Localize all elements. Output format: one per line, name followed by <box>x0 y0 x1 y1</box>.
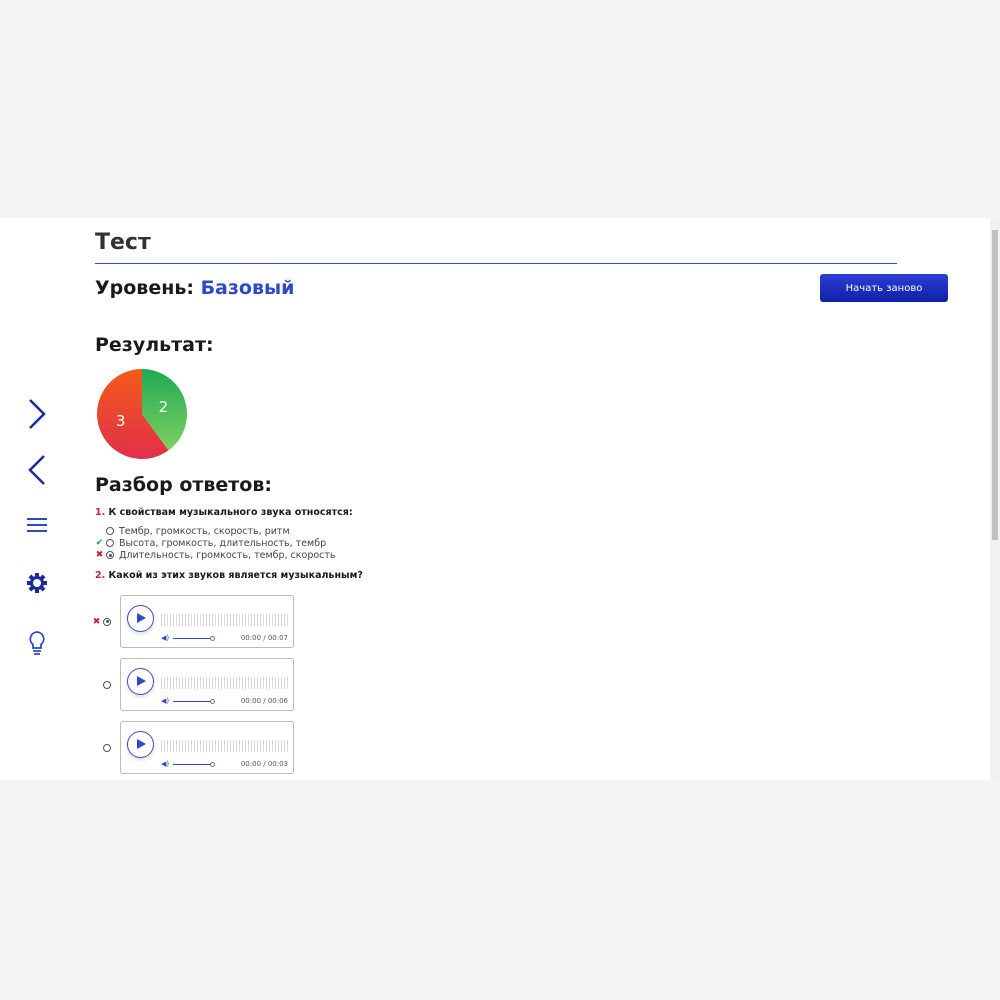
play-button[interactable] <box>127 668 154 695</box>
pie-slice <box>96 369 169 459</box>
audio-option: ◀) 00:00 / 00:06 <box>92 658 294 711</box>
audio-player: ◀) 00:00 / 00:07 <box>120 595 294 648</box>
volume-knob[interactable] <box>210 761 215 767</box>
question-number: 2. <box>95 570 106 581</box>
answer-option[interactable]: ✖ Длительность, громкость, тембр, скорост… <box>95 549 336 561</box>
cross-icon: ✖ <box>95 550 104 560</box>
time-display: 00:00 / 00:03 <box>240 760 288 768</box>
scrollbar-thumb[interactable] <box>992 230 998 540</box>
level-label-text: Уровень: <box>95 277 194 299</box>
pie-slice <box>142 369 187 451</box>
waveform[interactable] <box>161 614 289 626</box>
page-title: Тест <box>95 230 151 255</box>
restart-button[interactable]: Начать заново <box>820 274 948 302</box>
result-pie-chart: 23 <box>96 369 187 459</box>
volume-icon[interactable]: ◀) <box>161 634 170 642</box>
volume-slider[interactable] <box>173 701 211 702</box>
question-number: 1. <box>95 507 106 518</box>
pie-slice-label: 3 <box>116 412 126 430</box>
time-display: 00:00 / 00:06 <box>240 697 288 705</box>
lightbulb-icon[interactable] <box>26 630 48 656</box>
volume-knob[interactable] <box>210 698 215 704</box>
volume-icon[interactable]: ◀) <box>161 697 170 705</box>
cross-icon: ✖ <box>92 616 101 627</box>
play-button[interactable] <box>127 731 154 758</box>
page-viewport: Тест Уровень: Базовый Начать заново Резу… <box>0 218 1000 780</box>
option-text: Высота, громкость, длительность, тембр <box>119 537 327 549</box>
volume-icon[interactable]: ◀) <box>161 760 170 768</box>
time-display: 00:00 / 00:07 <box>240 634 288 642</box>
menu-icon[interactable] <box>26 517 48 533</box>
level-value: Базовый <box>200 277 295 299</box>
audio-option: ✖ ◀) 00:00 / 00:07 <box>92 595 294 648</box>
audio-player: ◀) 00:00 / 00:06 <box>120 658 294 711</box>
question-text: Какой из этих звуков является музыкальны… <box>108 570 363 581</box>
option-text: Тембр, громкость, скорость, ритм <box>119 525 290 537</box>
divider <box>95 263 897 264</box>
volume-knob[interactable] <box>210 635 215 641</box>
radio-button[interactable] <box>103 743 111 752</box>
play-button[interactable] <box>127 605 154 632</box>
question-2: 2. Какой из этих звуков является музыкал… <box>95 570 363 581</box>
radio-button[interactable] <box>103 680 111 689</box>
question-1: 1. К свойствам музыкального звука относя… <box>95 507 353 518</box>
audio-option: ◀) 00:00 / 00:03 <box>92 721 294 774</box>
level-label: Уровень: Базовый <box>95 277 295 299</box>
pie-slice-label: 2 <box>159 398 169 416</box>
review-heading: Разбор ответов: <box>95 474 272 496</box>
option-text: Длительность, громкость, тембр, скорость <box>119 549 336 561</box>
waveform[interactable] <box>161 740 289 752</box>
gear-icon[interactable] <box>26 572 48 594</box>
check-icon: ✔ <box>95 538 104 548</box>
radio-button[interactable] <box>106 527 114 535</box>
radio-button-selected[interactable] <box>106 551 114 559</box>
result-heading: Результат: <box>95 334 214 356</box>
volume-slider[interactable] <box>173 638 211 639</box>
chevron-left-icon[interactable] <box>26 454 48 486</box>
waveform[interactable] <box>161 677 289 689</box>
audio-player: ◀) 00:00 / 00:03 <box>120 721 294 774</box>
answer-option[interactable]: Тембр, громкость, скорость, ритм <box>95 525 290 537</box>
answer-option[interactable]: ✔ Высота, громкость, длительность, тембр <box>95 537 326 549</box>
radio-button[interactable] <box>106 539 114 547</box>
chevron-right-icon[interactable] <box>26 398 48 430</box>
volume-slider[interactable] <box>173 764 211 765</box>
radio-button-selected[interactable] <box>103 617 111 626</box>
question-text: К свойствам музыкального звука относятся… <box>108 507 353 518</box>
